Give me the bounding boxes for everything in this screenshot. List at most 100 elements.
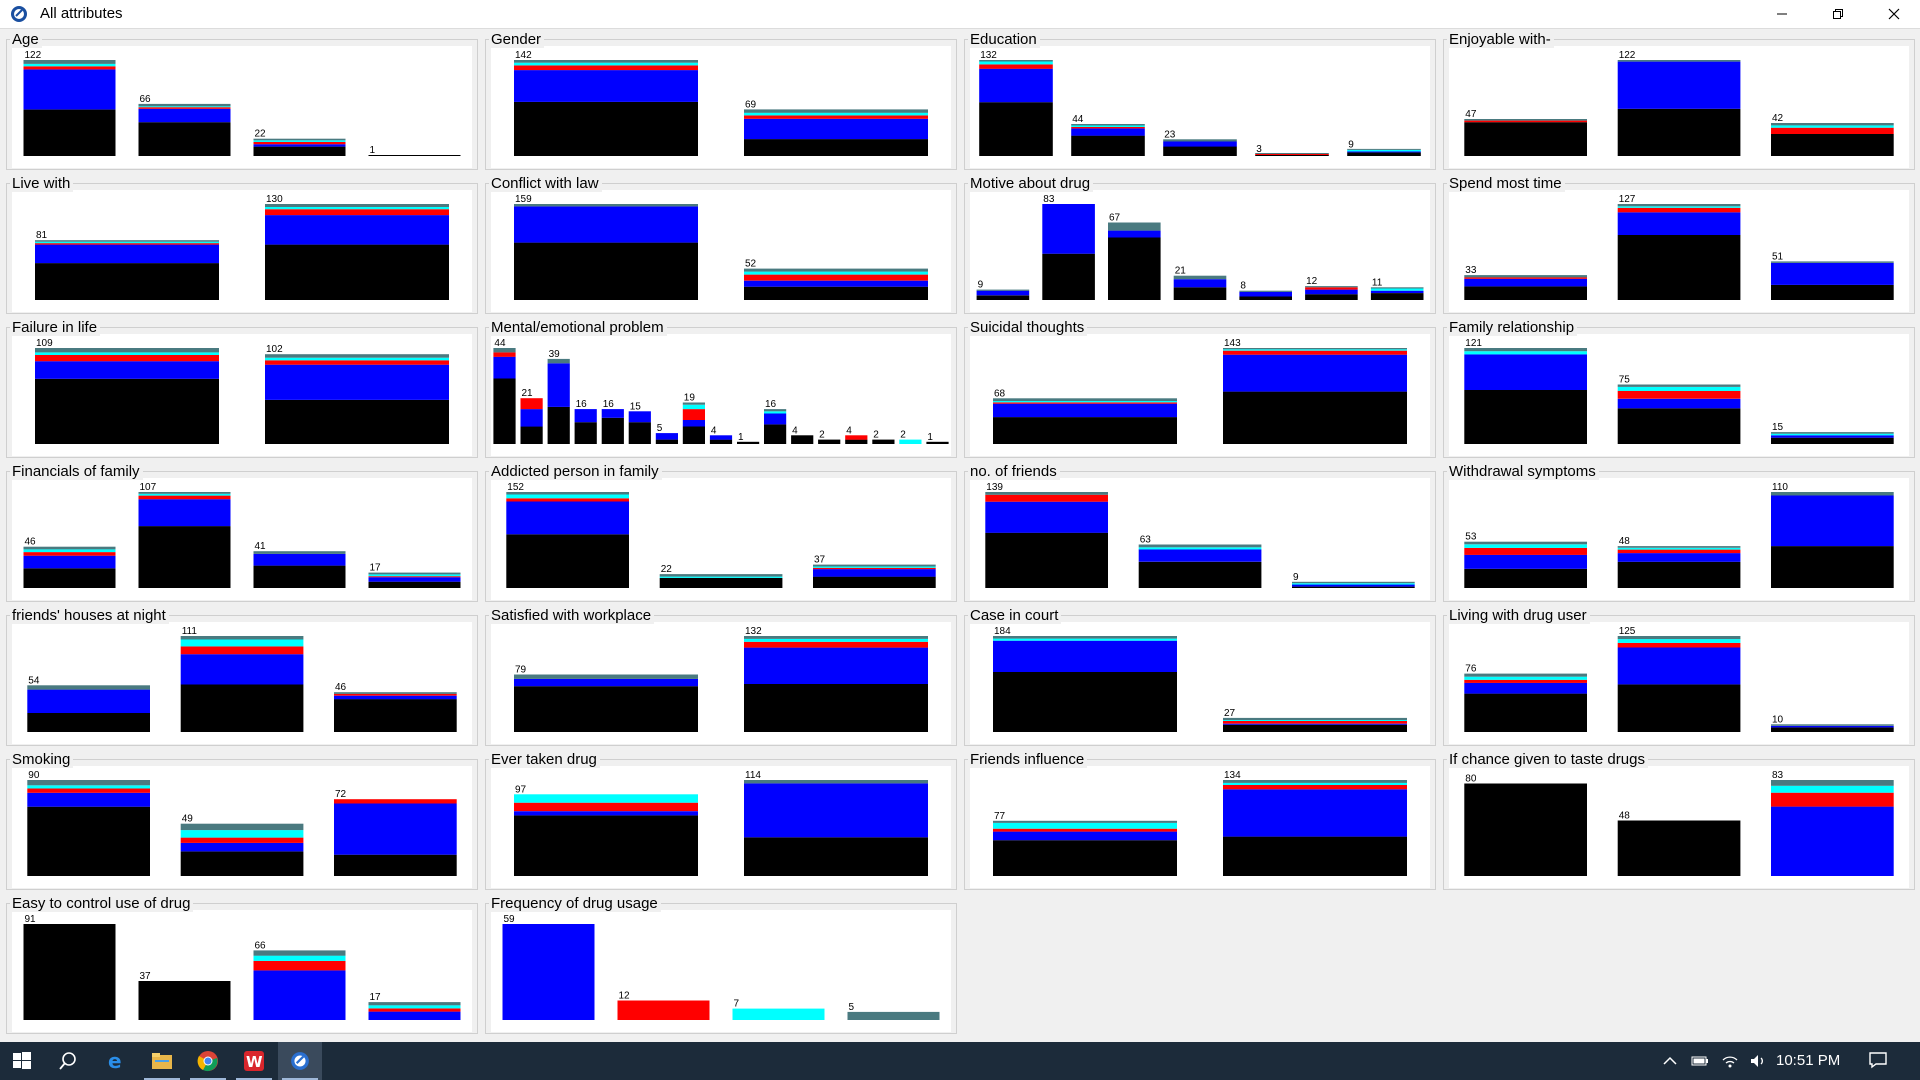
bar-segment <box>682 404 705 410</box>
chrome-button[interactable] <box>186 1042 230 1080</box>
wifi-icon[interactable] <box>1720 1052 1740 1070</box>
svg-text:e: e <box>108 1050 122 1072</box>
bar <box>1464 275 1587 300</box>
bar-segment <box>514 686 698 732</box>
bar-segment <box>35 244 219 264</box>
show-hidden-icons-icon[interactable] <box>1660 1052 1680 1070</box>
bar-segment <box>1223 349 1407 351</box>
bar-segment <box>27 713 150 732</box>
bar-value-label: 127 <box>1619 194 1636 205</box>
bar-segment <box>1292 583 1415 585</box>
volume-icon[interactable] <box>1748 1052 1768 1070</box>
close-button[interactable] <box>1866 0 1920 28</box>
bar-segment <box>253 970 346 1020</box>
plot-area: 59 12 7 5 <box>491 910 951 1032</box>
bar-segment <box>979 61 1053 65</box>
bar-segment <box>514 204 698 207</box>
bar-segment <box>985 501 1108 533</box>
file-explorer-button[interactable] <box>140 1042 184 1080</box>
bar-segment <box>180 639 304 647</box>
wps-office-button[interactable]: W <box>232 1042 276 1080</box>
bar-value-label: 67 <box>1109 213 1121 224</box>
bar-segment <box>334 692 457 694</box>
bar-segment <box>1292 586 1415 588</box>
plot-area: 184 27 <box>970 622 1430 744</box>
bar <box>993 398 1177 444</box>
restore-button[interactable] <box>1810 0 1866 28</box>
bar <box>1771 432 1894 444</box>
bar-segment <box>1138 549 1262 562</box>
bar-segment <box>1771 727 1894 732</box>
bar-segment <box>514 70 698 102</box>
bar-segment <box>764 411 787 414</box>
bar-segment <box>1347 149 1421 152</box>
bar <box>1771 780 1894 876</box>
bar <box>1464 119 1587 156</box>
bar-segment <box>547 358 570 364</box>
bar-chart: 142 69 <box>514 50 928 156</box>
chart-panel: Enjoyable with- 47 122 42 <box>1443 28 1915 170</box>
bar-segment <box>368 581 461 588</box>
bar-segment <box>1464 673 1587 677</box>
chart-title: Living with drug user <box>1447 607 1590 624</box>
bar-segment <box>138 103 231 107</box>
minimize-button[interactable] <box>1754 0 1810 28</box>
bar <box>253 551 346 588</box>
chart-title: Case in court <box>968 607 1062 624</box>
bar-segment <box>1617 398 1741 409</box>
bar-value-label: 33 <box>1465 265 1477 276</box>
bar-segment <box>1617 549 1741 554</box>
chart-panel: Easy to control use of drug 91 37 66 17 <box>6 892 478 1034</box>
bar-segment <box>1071 126 1145 129</box>
bar-segment <box>682 409 705 420</box>
bar <box>506 492 629 588</box>
taskbar: e W 10:51 PM <box>0 1042 1920 1080</box>
bar <box>23 546 116 588</box>
plot-app-taskbar-button[interactable] <box>278 1042 322 1080</box>
bar-segment <box>1071 128 1145 136</box>
bar <box>514 674 698 732</box>
bar-segment <box>1464 122 1587 156</box>
battery-icon[interactable] <box>1690 1052 1710 1070</box>
bar-segment <box>1771 792 1894 807</box>
chart-panel: Addicted person in family 152 22 37 <box>485 460 957 602</box>
taskbar-clock[interactable]: 10:51 PM <box>1776 1052 1841 1069</box>
bar <box>23 60 116 156</box>
chart-panel: Family relationship 121 75 15 <box>1443 316 1915 458</box>
start-button[interactable] <box>0 1042 44 1080</box>
search-button[interactable] <box>46 1042 90 1080</box>
bar-segment <box>23 552 116 556</box>
bar-segment <box>368 574 461 577</box>
plot-area: 80 48 83 <box>1449 766 1909 888</box>
bar-segment <box>138 492 231 494</box>
bar-segment <box>35 355 219 362</box>
bar-chart: 47 122 42 <box>1464 50 1894 156</box>
chart-title: Motive about drug <box>968 175 1094 192</box>
chart-title: Frequency of drug usage <box>489 895 661 912</box>
bar-segment <box>813 564 936 567</box>
bar-segment <box>1464 286 1587 300</box>
bar <box>493 348 516 444</box>
bar-segment <box>744 109 928 113</box>
bar-segment <box>23 924 116 1020</box>
bar-value-label: 12 <box>1306 276 1318 287</box>
bar-segment <box>976 295 1030 300</box>
bar-value-label: 110 <box>1772 482 1788 493</box>
chart-panel: Withdrawal symptoms 53 48 110 <box>1443 460 1915 602</box>
bar-segment <box>1464 554 1587 569</box>
chart-panel: Mental/emotional problem 44 21 39 16 16 15 5 19 4… <box>485 316 957 458</box>
notifications-icon[interactable] <box>1868 1051 1888 1069</box>
chart-panel: Spend most time 33 127 51 <box>1443 172 1915 314</box>
bar <box>1771 123 1894 156</box>
bar-segment <box>547 363 570 407</box>
bar-value-label: 59 <box>504 914 516 925</box>
bar-segment <box>682 402 705 405</box>
bar-chart: 54 111 46 <box>27 626 457 732</box>
edge-browser-button[interactable]: e <box>94 1042 138 1080</box>
bar-segment <box>744 636 928 639</box>
bar-value-label: 91 <box>25 914 37 925</box>
bar-segment <box>180 823 304 831</box>
plot-app-icon <box>11 6 27 22</box>
bar <box>334 692 457 732</box>
chart-title: Addicted person in family <box>489 463 662 480</box>
